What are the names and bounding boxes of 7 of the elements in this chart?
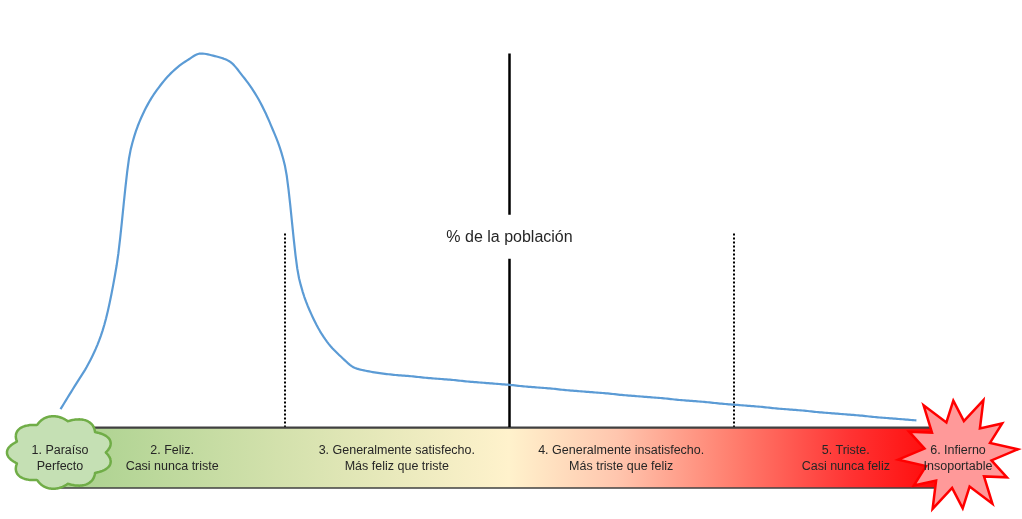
x-tick-label: 5. Triste. Casi nunca feliz bbox=[801, 442, 890, 473]
x-tick-label: 3. Generalmente satisfecho. Más feliz que triste bbox=[318, 442, 475, 473]
x-tick-label: 6. Infierno Insoportable bbox=[923, 442, 993, 473]
x-tick-label: 2. Feliz. Casi nunca triste bbox=[125, 442, 219, 473]
x-tick-label: 1. Paraíso Perfecto bbox=[31, 442, 89, 473]
x-tick-label: 4. Generalmente insatisfecho. Más triste que feliz bbox=[538, 442, 705, 473]
y-axis-title: % de la población bbox=[446, 228, 573, 246]
